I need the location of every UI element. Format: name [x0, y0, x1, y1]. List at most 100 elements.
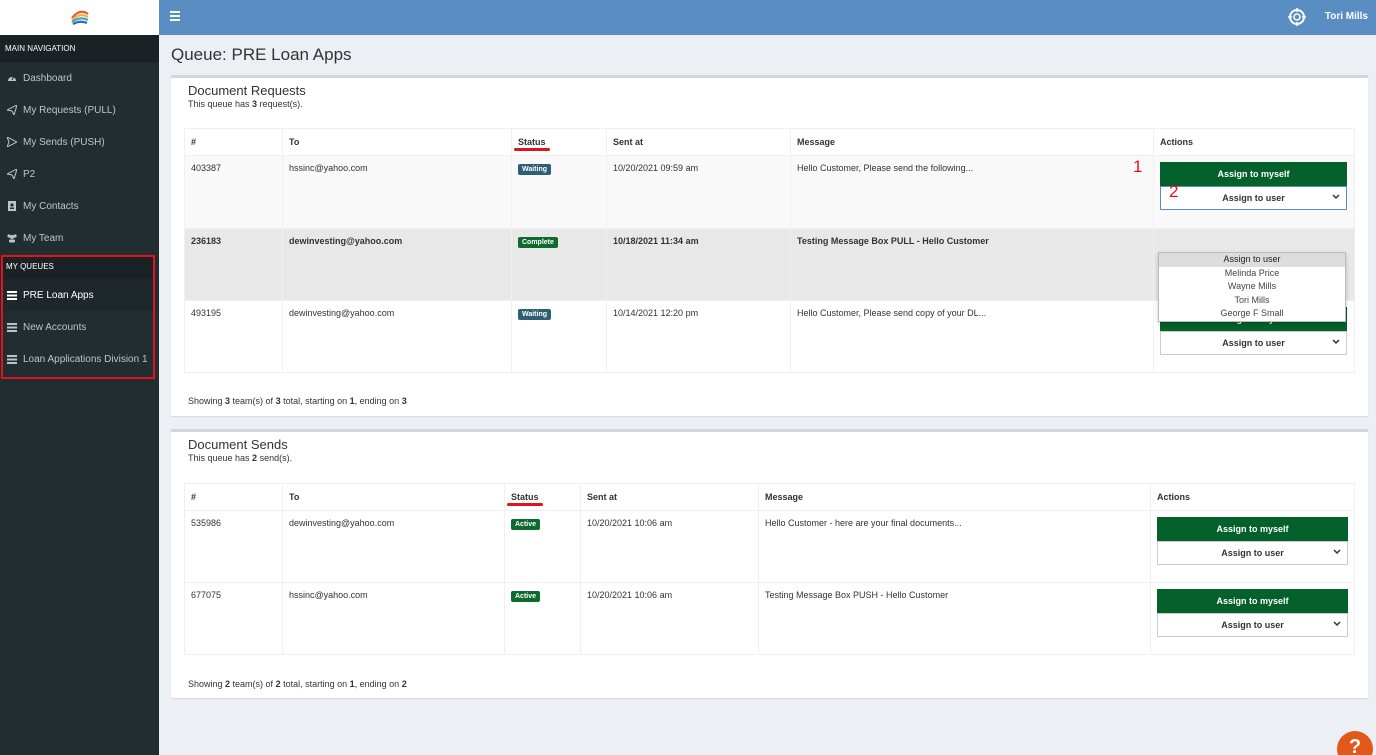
sidebar-item-label: My Contacts: [23, 200, 79, 212]
table-footer: Showing 2 team(s) of 2 total, starting o…: [188, 679, 407, 689]
cell-message: Hello Customer, Please send copy of your…: [790, 300, 1154, 373]
chevron-down-icon: [1333, 621, 1341, 627]
table-row[interactable]: 403387 hssinc@yahoo.com Waiting 10/20/20…: [184, 155, 1355, 229]
sidebar-queue-pre-loan-apps[interactable]: PRE Loan Apps: [3, 279, 153, 311]
sidebar-item-label: Loan Applications Division 1: [23, 353, 148, 365]
dropdown-option[interactable]: Tori Mills: [1234, 294, 1270, 305]
paper-plane-icon: [6, 169, 18, 179]
main-content: Queue: PRE Loan Apps Document Requests T…: [159, 35, 1376, 755]
assign-to-user-select[interactable]: Assign to user: [1157, 541, 1348, 565]
cell-to: dewinvesting@yahoo.com: [282, 228, 512, 301]
cell-message: Hello Customer - here are your final doc…: [758, 510, 1151, 583]
cell-message: Testing Message Box PUSH - Hello Custome…: [758, 582, 1151, 655]
status-badge: Active: [511, 519, 541, 530]
col-header[interactable]: Message: [790, 128, 1154, 156]
list-icon: [6, 354, 18, 364]
sidebar-item-dashboard[interactable]: Dashboard: [0, 62, 159, 94]
cell-sent: 10/14/2021 12:20 pm: [606, 300, 791, 373]
user-menu[interactable]: Tori Mills: [1324, 11, 1368, 22]
document-requests-box: Document Requests This queue has 3 reque…: [171, 75, 1368, 416]
page-title: Queue: PRE Loan Apps: [171, 45, 352, 64]
cell-status: Waiting: [511, 300, 607, 373]
assign-to-user-select[interactable]: Assign to user: [1157, 613, 1348, 637]
col-header[interactable]: Sent at: [606, 128, 791, 156]
sidebar-queue-new-accounts[interactable]: New Accounts: [3, 311, 153, 343]
lifebuoy-icon[interactable]: [1286, 7, 1308, 30]
paper-plane-icon: [6, 105, 18, 115]
cell-id: 493195: [184, 300, 283, 373]
table-row[interactable]: 535986 dewinvesting@yahoo.com Active 10/…: [184, 510, 1355, 583]
menu-toggle-icon[interactable]: [170, 11, 180, 21]
cell-to: dewinvesting@yahoo.com: [282, 300, 512, 373]
sidebar: MAIN NAVIGATION Dashboard My Requests (P…: [0, 0, 159, 755]
dropdown-option[interactable]: George F Small: [1220, 308, 1284, 319]
cell-actions: Assign to myself Assign to user: [1150, 510, 1355, 583]
sidebar-item-my-contacts[interactable]: My Contacts: [0, 190, 159, 222]
top-bar: Tori Mills: [159, 0, 1376, 35]
logo[interactable]: [0, 0, 159, 35]
cell-status: Waiting: [511, 155, 607, 229]
assign-to-myself-button[interactable]: Assign to myself: [1160, 162, 1347, 186]
sends-table: # To Status Sent at Message Actions 5359…: [184, 483, 1355, 655]
help-button[interactable]: ?: [1337, 731, 1373, 755]
col-header: Actions: [1150, 483, 1355, 511]
col-header[interactable]: #: [184, 483, 283, 511]
sidebar-item-label: My Team: [23, 232, 64, 244]
main-nav-header: MAIN NAVIGATION: [0, 35, 159, 62]
cell-sent: 10/18/2021 11:34 am: [606, 228, 791, 301]
cell-sent: 10/20/2021 10:06 am: [580, 510, 759, 583]
col-header[interactable]: Message: [758, 483, 1151, 511]
assign-to-user-select[interactable]: Assign to user: [1160, 331, 1347, 355]
col-header: Actions: [1153, 128, 1355, 156]
cell-status: Active: [504, 510, 581, 583]
table-row[interactable]: 677075 hssinc@yahoo.com Active 10/20/202…: [184, 582, 1355, 655]
cell-to: hssinc@yahoo.com: [282, 582, 505, 655]
requests-table: # To Status Sent at Message Actions 4033…: [184, 128, 1355, 373]
col-header[interactable]: #: [184, 128, 283, 156]
cell-message: Hello Customer, Please send the followin…: [790, 155, 1154, 229]
cell-sent: 10/20/2021 09:59 am: [606, 155, 791, 229]
cell-sent: 10/20/2021 10:06 am: [580, 582, 759, 655]
cell-actions: Assign to myself Assign to user: [1153, 155, 1355, 229]
status-badge: Waiting: [518, 309, 552, 320]
assign-to-myself-button[interactable]: Assign to myself: [1157, 589, 1348, 613]
assign-to-myself-button[interactable]: Assign to myself: [1157, 517, 1348, 541]
col-header-status[interactable]: Status: [511, 128, 607, 156]
chevron-down-icon: [1333, 549, 1341, 555]
status-badge: Complete: [518, 237, 558, 248]
box-subtitle: This queue has 3 request(s).: [188, 99, 303, 109]
annotation-1: 1: [1133, 157, 1143, 176]
sidebar-item-my-requests[interactable]: My Requests (PULL): [0, 94, 159, 126]
chevron-down-icon: [1332, 194, 1340, 200]
box-title: Document Requests: [188, 83, 306, 98]
assign-user-dropdown: Assign to user Melinda Price Wayne Mills…: [1158, 252, 1346, 322]
dropdown-option[interactable]: Assign to user: [1159, 253, 1345, 267]
cell-id: 677075: [184, 582, 283, 655]
sidebar-item-label: New Accounts: [23, 321, 87, 333]
logo-icon: [70, 10, 89, 25]
paper-plane-down-icon: [6, 137, 18, 147]
sidebar-item-p2[interactable]: P2: [0, 158, 159, 190]
sidebar-item-label: Dashboard: [23, 72, 72, 84]
sidebar-item-my-sends[interactable]: My Sends (PUSH): [0, 126, 159, 158]
col-header[interactable]: To: [282, 128, 512, 156]
cell-actions: Assign to myself Assign to user: [1150, 582, 1355, 655]
status-badge: Waiting: [518, 164, 552, 175]
dropdown-option[interactable]: Wayne Mills: [1227, 281, 1277, 292]
table-header: # To Status Sent at Message Actions: [184, 128, 1355, 156]
table-footer: Showing 3 team(s) of 3 total, starting o…: [188, 396, 407, 406]
col-header-status[interactable]: Status: [504, 483, 581, 511]
cell-status: Complete: [511, 228, 607, 301]
sidebar-item-my-team[interactable]: My Team: [0, 222, 159, 254]
dropdown-option[interactable]: Melinda Price: [1224, 267, 1280, 278]
col-header[interactable]: To: [282, 483, 505, 511]
assign-to-user-select[interactable]: Assign to user: [1160, 186, 1347, 210]
sidebar-item-label: P2: [23, 168, 36, 180]
contact-card-icon: [6, 201, 18, 211]
status-badge: Active: [511, 591, 541, 602]
col-header[interactable]: Sent at: [580, 483, 759, 511]
sidebar-item-label: My Sends (PUSH): [23, 136, 105, 148]
sidebar-queue-loan-apps-div1[interactable]: Loan Applications Division 1: [3, 343, 153, 375]
sidebar-item-label: My Requests (PULL): [23, 104, 116, 116]
team-icon: [6, 233, 18, 243]
